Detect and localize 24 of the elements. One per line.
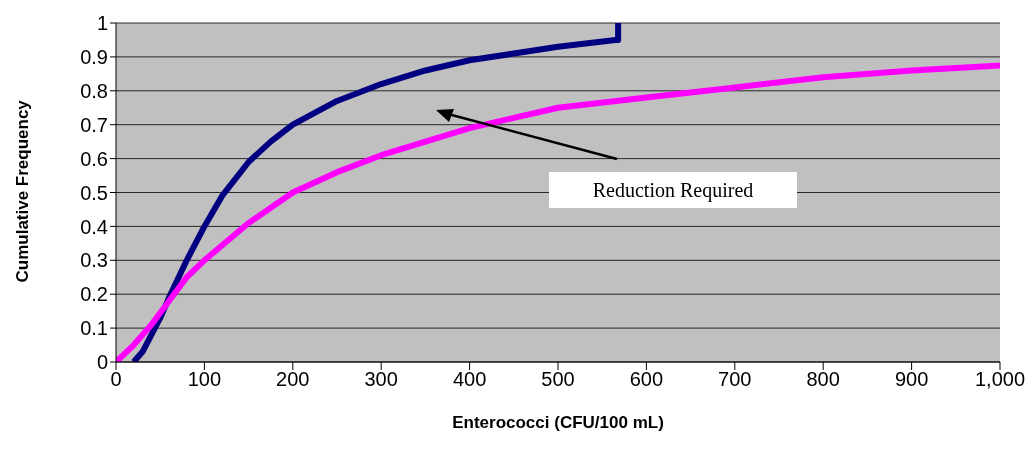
x-tick-label: 500: [541, 368, 575, 391]
y-tick-label: 0.2: [80, 283, 108, 306]
x-tick-label: 1,000: [974, 368, 1026, 391]
y-tick-label: 1: [96, 12, 108, 35]
y-tick-label: 0.9: [80, 46, 108, 68]
y-axis-title: Cumulative Frequency: [13, 99, 33, 283]
x-tick-label: 400: [452, 368, 487, 391]
x-tick-label: 900: [894, 368, 929, 391]
y-tick-label: 0.3: [80, 249, 108, 272]
y-tick-label: 0.5: [80, 181, 108, 204]
x-tick-label: 600: [629, 368, 664, 391]
y-tick-label: 0: [96, 351, 108, 374]
x-axis-title: Enterococci (CFU/100 mL): [452, 413, 664, 432]
x-tick-label: 100: [187, 368, 222, 391]
x-tick-label: 300: [364, 368, 398, 391]
x-tick-label: 200: [276, 368, 310, 391]
x-tick-label: 700: [718, 368, 752, 391]
y-tick-label: 0.7: [80, 113, 108, 136]
y-tick-label: 0.4: [80, 215, 108, 238]
y-tick-label: 0.1: [80, 317, 108, 340]
x-tick-label: 800: [806, 368, 840, 391]
y-tick-label: 0.8: [80, 79, 108, 102]
y-tick-label: 0.6: [80, 147, 108, 170]
x-tick-label: 0: [110, 368, 122, 391]
